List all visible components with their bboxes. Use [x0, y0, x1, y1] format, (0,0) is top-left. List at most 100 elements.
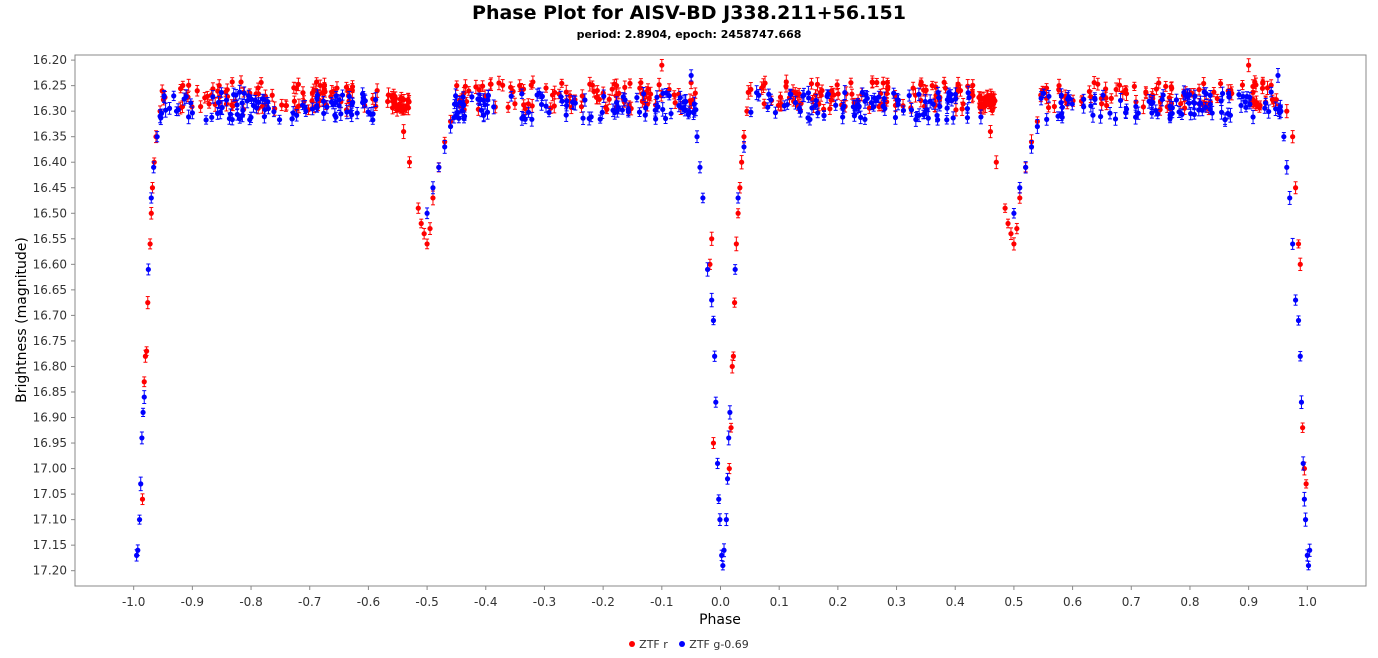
data-point: [451, 101, 458, 107]
data-point: [344, 109, 350, 115]
data-point: [1179, 111, 1185, 117]
data-point: [784, 101, 790, 108]
data-point: [1091, 79, 1097, 86]
data-point: [1217, 80, 1224, 87]
data-point: [229, 102, 235, 108]
data-point: [1262, 105, 1268, 111]
data-point: [735, 210, 741, 216]
data-point: [965, 90, 971, 96]
data-point: [239, 100, 245, 106]
data-point: [1133, 103, 1139, 110]
data-point: [135, 547, 141, 553]
data-point: [1166, 95, 1172, 101]
data-point: [862, 116, 868, 122]
data-point: [709, 236, 715, 242]
legend-item-ztf-r: ZTF r: [629, 638, 668, 651]
data-point: [937, 103, 943, 110]
data-point: [813, 97, 819, 104]
x-tick-label: 0.7: [1122, 595, 1141, 609]
data-point: [1203, 104, 1209, 110]
data-point: [952, 91, 959, 98]
data-point: [754, 90, 760, 96]
data-point: [950, 115, 956, 121]
data-point: [148, 195, 154, 201]
data-point: [461, 116, 467, 122]
data-point: [145, 300, 151, 306]
data-point: [1088, 94, 1094, 100]
data-point: [1045, 104, 1052, 111]
data-point: [809, 105, 815, 111]
data-point: [1264, 85, 1271, 91]
data-point: [455, 109, 461, 116]
data-point: [1259, 85, 1266, 92]
data-point: [546, 109, 552, 116]
data-point: [944, 105, 950, 111]
data-point: [709, 297, 715, 303]
data-point: [508, 93, 514, 99]
y-tick-label: 16.85: [33, 385, 67, 399]
x-tick-label: -0.8: [239, 595, 262, 609]
data-point: [525, 109, 532, 115]
data-point: [1250, 114, 1256, 120]
data-point: [1300, 460, 1306, 467]
data-point: [451, 115, 457, 121]
data-point: [727, 409, 733, 416]
data-point: [692, 90, 698, 96]
data-point: [339, 92, 346, 98]
y-tick-label: 16.20: [33, 53, 67, 67]
data-point: [712, 353, 718, 359]
data-point: [815, 110, 821, 116]
data-point: [656, 82, 662, 88]
data-point: [209, 114, 215, 120]
data-point: [869, 79, 875, 85]
y-tick-label: 17.15: [33, 538, 67, 552]
data-point: [700, 195, 706, 201]
data-point: [1214, 95, 1220, 102]
data-point: [679, 105, 685, 111]
data-point: [1301, 496, 1307, 502]
data-point: [406, 159, 413, 165]
data-point: [1112, 116, 1119, 122]
data-point: [138, 481, 144, 487]
data-point: [704, 266, 711, 273]
data-point: [569, 99, 576, 105]
x-tick-label: -0.4: [474, 595, 497, 609]
data-point: [401, 128, 407, 135]
data-point: [373, 97, 379, 103]
data-point: [1182, 105, 1188, 111]
data-point: [234, 102, 240, 108]
data-point: [1302, 517, 1309, 523]
data-point: [891, 90, 897, 96]
data-point: [1290, 134, 1296, 140]
data-point: [918, 79, 924, 85]
data-point: [529, 116, 535, 122]
x-tick-label: -1.0: [122, 595, 145, 609]
data-point: [477, 96, 484, 102]
data-point: [1257, 102, 1263, 109]
data-point: [579, 93, 585, 99]
data-point: [198, 104, 204, 110]
data-point: [290, 110, 296, 116]
data-point: [993, 159, 999, 165]
data-point: [329, 89, 335, 95]
data-point: [768, 97, 774, 103]
data-point: [1211, 89, 1217, 95]
data-point: [728, 425, 734, 431]
data-point: [1140, 104, 1147, 110]
x-tick-label: -0.1: [650, 595, 673, 609]
y-tick-label: 16.60: [33, 257, 67, 271]
data-point: [741, 134, 747, 140]
data-point: [654, 94, 660, 100]
data-point: [314, 92, 321, 98]
data-point: [491, 104, 497, 110]
y-tick-label: 16.80: [33, 359, 67, 373]
data-point: [289, 116, 295, 122]
data-point: [525, 101, 531, 107]
data-point: [141, 394, 147, 400]
data-point: [724, 476, 731, 482]
data-point: [322, 89, 328, 95]
data-point: [834, 82, 840, 88]
data-point: [1219, 90, 1226, 97]
x-axis: -1.0 -0.9 -0.8 -0.7 -0.6 -0.5 -0.4 -0.3 -0.2 -0.1…: [122, 586, 1317, 609]
data-point: [944, 117, 950, 123]
